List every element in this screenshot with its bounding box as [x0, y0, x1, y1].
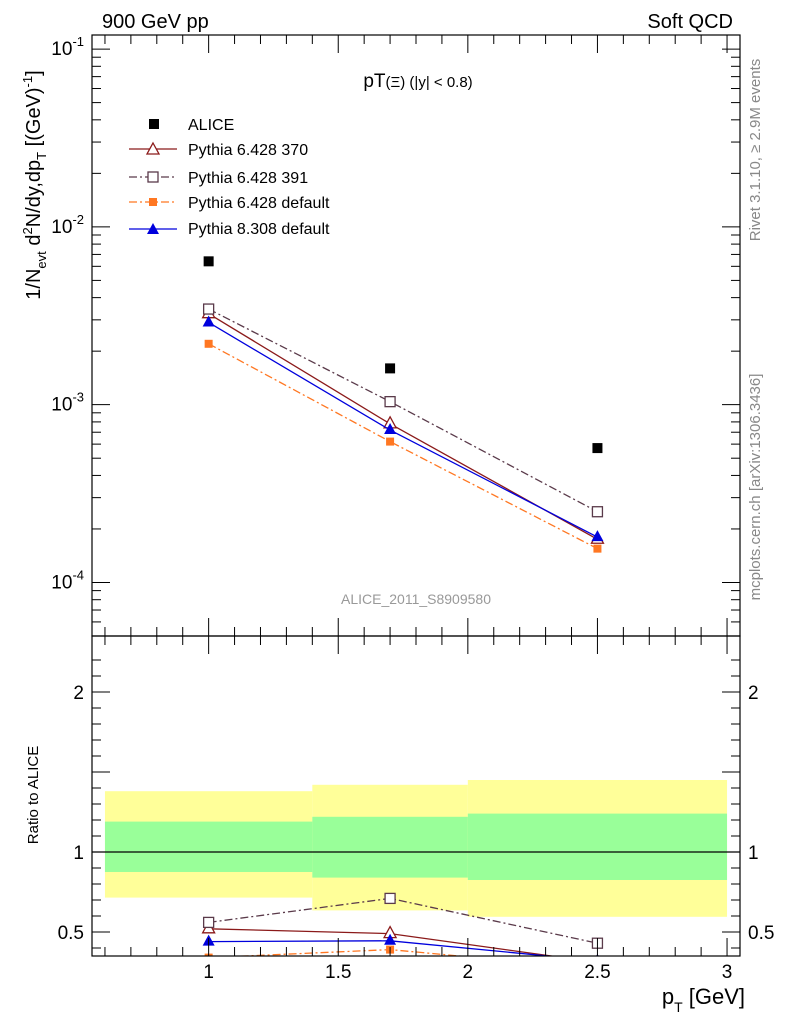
lower-y-tick-label-left: 2: [73, 683, 84, 704]
data-point: [204, 339, 213, 348]
mcplots-label: mcplots.cern.ch [arXiv:1306.3436]: [747, 374, 764, 601]
ratio-marker: [384, 933, 397, 945]
data-point: [384, 423, 397, 435]
legend-marker-pythia-391: [147, 171, 159, 183]
uncertainty-band-inner: [104, 821, 313, 872]
legend-marker-pythia-default: [149, 198, 157, 206]
data-point: [591, 530, 604, 542]
legend-entry-pythia-391: Pythia 6.428 391: [129, 170, 308, 187]
x-axis-label: pT [GeV]: [662, 984, 745, 1015]
uncertainty-band-inner: [467, 813, 728, 880]
x-tick-label: 2: [463, 962, 474, 983]
lower-y-tick-label-left: 0.5: [58, 923, 84, 944]
x-tick-label: 2.5: [584, 962, 610, 983]
lower-y-tick-label-left: 1: [73, 843, 84, 864]
legend-label-alice: ALICE: [188, 117, 234, 134]
chart-title: pT(Ξ) (|y| < 0.8): [363, 71, 472, 92]
rivet-label: Rivet 3.1.10, ≥ 2.9M events: [747, 59, 764, 242]
x-tick-label: 1.5: [325, 962, 351, 983]
data-point-alice: [592, 443, 603, 454]
legend-label-pythia-370: Pythia 6.428 370: [188, 142, 308, 159]
data-point: [202, 315, 215, 327]
data-point: [593, 544, 602, 553]
ratio-line: [230, 948, 467, 956]
lower-y-axis-label: Ratio to ALICE: [25, 746, 42, 844]
legend-marker-alice: [149, 119, 159, 129]
legend-label-pythia-default: Pythia 6.428 default: [188, 195, 330, 212]
analysis-watermark: ALICE_2011_S8909580: [341, 591, 491, 607]
legend-entry-alice: ALICE: [149, 117, 234, 134]
legend-entry-pythia-default: Pythia 6.428 default: [129, 195, 330, 212]
legend-label-pythia8: Pythia 8.308 default: [188, 221, 330, 238]
data-point: [386, 437, 395, 446]
x-tick-label: 3: [722, 962, 733, 983]
data-point: [591, 506, 604, 518]
x-tick-label: 1: [203, 962, 214, 983]
y-tick-label: 10-1: [51, 34, 84, 60]
data-point-alice: [385, 363, 396, 374]
legend-entry-pythia8: Pythia 8.308 default: [129, 221, 330, 238]
y-tick-label: 10-4: [51, 567, 84, 593]
data-line: [208, 343, 598, 550]
data-point: [384, 395, 396, 408]
header-left: 900 GeV pp: [102, 11, 209, 33]
uncertainty-band-inner: [312, 816, 468, 878]
lower-y-tick-label-right: 1: [748, 843, 759, 864]
upper-y-axis-label: 1/Nevt d2N/dy,dpT [(GeV)-1]: [20, 70, 49, 299]
data-line: [208, 313, 598, 540]
legend-entry-pythia-370: Pythia 6.428 370: [129, 141, 308, 159]
legend: ALICE Pythia 6.428 370 Pythia 6.428 391 …: [129, 117, 330, 238]
lower-y-tick-label-right: 2: [748, 683, 759, 704]
header-right: Soft QCD: [647, 11, 733, 33]
y-tick-label: 10-2: [51, 212, 84, 238]
legend-marker-pythia8: [147, 223, 159, 234]
ratio-marker: [202, 916, 215, 929]
legend-label-pythia-391: Pythia 6.428 391: [188, 170, 308, 187]
y-tick-label: 10-3: [51, 390, 84, 416]
lower-y-tick-label-right: 0.5: [748, 923, 774, 944]
data-point: [202, 303, 215, 315]
ratio-marker: [384, 892, 396, 905]
data-point-alice: [203, 256, 214, 267]
data-line: [208, 308, 598, 513]
ratio-line: [208, 928, 557, 956]
legend-marker-pythia-370: [145, 141, 161, 155]
data-line: [208, 321, 598, 538]
